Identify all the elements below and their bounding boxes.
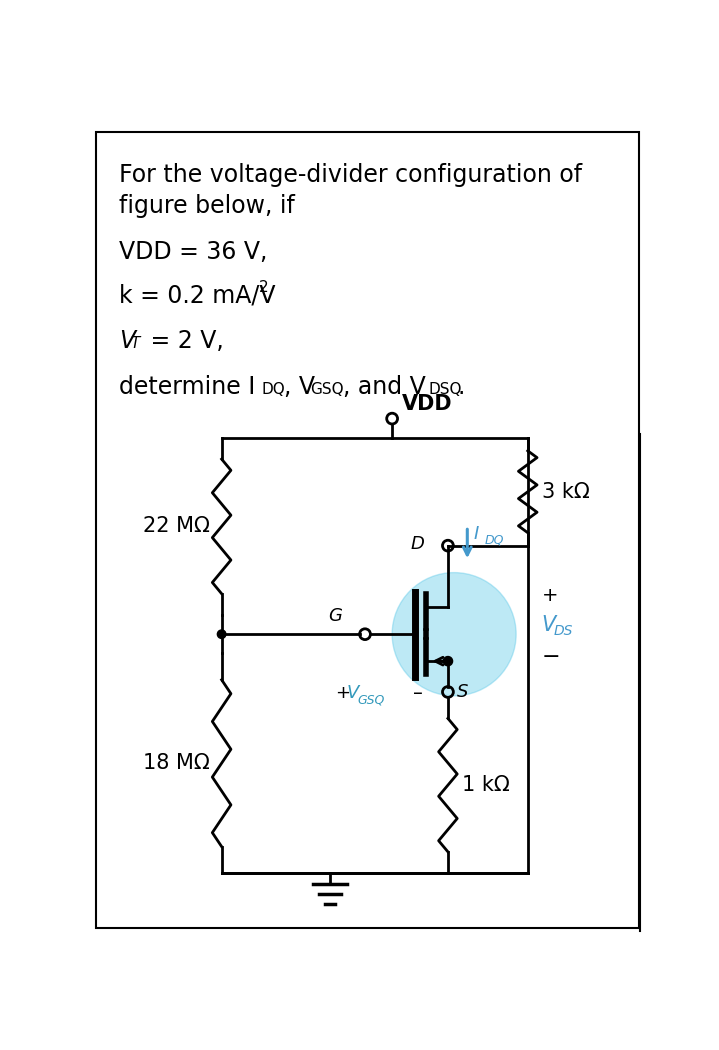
Text: –: – [413, 684, 423, 704]
Text: 18 MΩ: 18 MΩ [143, 753, 210, 773]
Text: D: D [411, 536, 425, 553]
Text: , V: , V [283, 375, 315, 399]
Text: k = 0.2 mA/V: k = 0.2 mA/V [119, 284, 276, 308]
Text: VDD: VDD [401, 394, 452, 414]
Text: V: V [541, 615, 556, 635]
Text: V: V [347, 685, 359, 702]
Text: V: V [119, 329, 135, 353]
Text: , and V: , and V [343, 375, 426, 399]
Text: 1 kΩ: 1 kΩ [462, 775, 510, 795]
Text: T: T [130, 336, 139, 351]
Text: GSQ: GSQ [357, 693, 385, 707]
Text: .: . [458, 375, 465, 399]
Text: DSQ: DSQ [429, 382, 462, 397]
Circle shape [392, 572, 516, 696]
Text: 22 MΩ: 22 MΩ [143, 517, 210, 537]
Text: DQ: DQ [485, 533, 504, 547]
Text: VDD = 36 V,: VDD = 36 V, [119, 240, 267, 264]
Text: I: I [474, 525, 479, 543]
Text: For the voltage-divider configuration of: For the voltage-divider configuration of [119, 163, 582, 187]
Text: +: + [336, 685, 351, 702]
Text: = 2 V,: = 2 V, [142, 329, 224, 353]
Text: +: + [541, 586, 558, 605]
Text: 2: 2 [259, 280, 268, 295]
Text: S: S [457, 682, 469, 701]
Text: −: − [541, 647, 560, 668]
Text: GSQ: GSQ [310, 382, 344, 397]
Text: 3 kΩ: 3 kΩ [541, 482, 590, 502]
Text: figure below, if: figure below, if [119, 194, 296, 217]
Text: DQ: DQ [261, 382, 285, 397]
Text: determine I: determine I [119, 375, 256, 399]
Text: G: G [328, 607, 342, 625]
Circle shape [444, 656, 452, 666]
Circle shape [217, 630, 226, 638]
Text: DS: DS [554, 624, 574, 638]
